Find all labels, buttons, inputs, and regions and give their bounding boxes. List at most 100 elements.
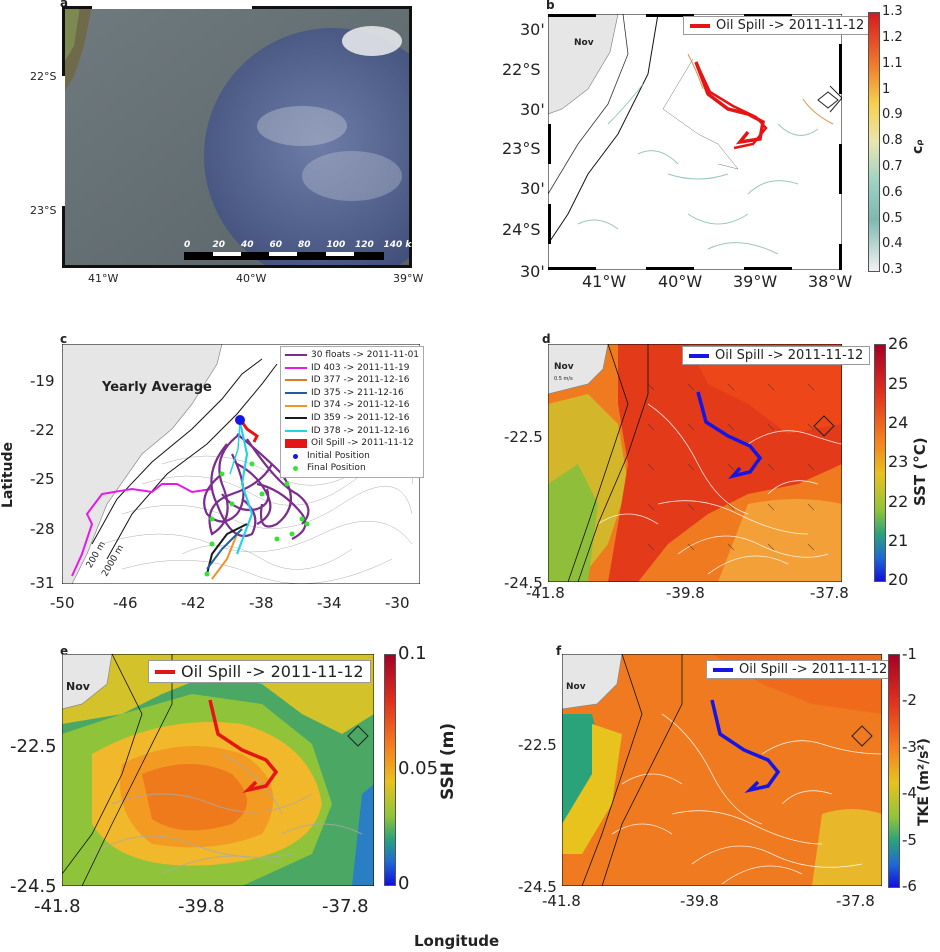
y-tick: -24.5 [518, 878, 557, 896]
legend-item: Final Position [285, 462, 419, 475]
legend-item: ID 359 -> 2011-12-16 [285, 412, 419, 425]
colorbar-tick: 1.3 [882, 4, 903, 20]
x-tick: -42 [181, 594, 206, 612]
panel-f: f Nov Oil Spill -> 2011-11-12 -22.5 -24.… [470, 640, 940, 910]
x-tick: -37.8 [836, 892, 875, 910]
legend-swatch [285, 404, 307, 407]
legend: Oil Spill -> 2011-11-12 [682, 346, 871, 365]
legend-item: 30 floats -> 2011-11-01 [285, 349, 419, 362]
colorbar-tick: 0.9 [882, 107, 903, 123]
lon-tick: 40°W [658, 272, 703, 291]
panel-label: a [60, 0, 69, 10]
lat-tick: 23°S [30, 204, 57, 217]
lon-tick: 39°W [733, 272, 778, 291]
colorbar [384, 654, 396, 886]
x-tick: -37.8 [810, 584, 849, 602]
x-tick: -39.8 [680, 892, 719, 910]
colorbar-title: SSH (m) [438, 722, 458, 800]
land-label: Nov [66, 680, 90, 693]
colorbar-title: TKE (m²/s²) [916, 738, 932, 826]
legend-label: Final Position [307, 463, 366, 474]
legend-label: ID 359 -> 2011-12-16 [311, 412, 410, 423]
colorbar-tick: 0.5 [882, 210, 903, 226]
y-tick: -31 [30, 574, 55, 592]
colorbar-tick: 0.6 [882, 184, 903, 200]
x-tick: -41.8 [526, 584, 565, 602]
legend-swatch [285, 379, 307, 382]
panel-label: d [542, 332, 551, 346]
y-tick: -24.5 [10, 876, 57, 897]
lat-tick: 22°S [30, 70, 57, 83]
panel-label: b [546, 0, 555, 12]
y-tick: -22.5 [10, 736, 57, 757]
colorbar [868, 12, 880, 272]
satellite-image [62, 6, 412, 268]
lat-tick: 22°S [502, 60, 541, 79]
y-tick: -25 [30, 470, 55, 488]
x-tick: -41.8 [34, 896, 81, 917]
colorbar-tick: 22 [888, 491, 909, 511]
legend-swatch [285, 392, 307, 395]
legend-label: Oil Spill -> 2011-11-12 [716, 18, 865, 33]
map-sst [548, 344, 842, 582]
lat-tick: 30' [520, 262, 545, 281]
scale-tick: 100 [326, 240, 346, 250]
legend-item: ID 378 -> 2011-12-16 [285, 425, 419, 438]
map-tke [562, 654, 882, 886]
panel-e: e Nov Oil Spill -> 2011-11-12 -22.5 -24.… [0, 640, 470, 917]
legend: 30 floats -> 2011-11-01 ID 403 -> 2011-11… [280, 346, 425, 478]
colorbar-tick: -4 [902, 784, 917, 803]
y-tick: -24.5 [504, 574, 543, 592]
land-label: Nov [574, 38, 594, 48]
scale-tick: 0 [184, 240, 191, 250]
legend-item: Initial Position [285, 450, 419, 463]
panel-label: f [556, 644, 562, 658]
panel-b: b Nov Oil Spill -> 2011-11-12 30' 22°S 3… [470, 0, 940, 300]
colorbar-tick: 26 [888, 334, 909, 354]
panel-c: c [0, 330, 470, 630]
y-tick: -22.5 [518, 736, 557, 754]
panel-d: d Nov 0.5 m/s Oil Spill -> 2011-11-12 -2… [470, 330, 940, 630]
colorbar-tick: -1 [902, 645, 917, 663]
colorbar-tick: 23 [888, 452, 909, 472]
legend: Oil Spill -> 2011-11-12 [706, 660, 895, 679]
lat-tick: 30' [520, 20, 545, 39]
colorbar-tick: 1.2 [882, 30, 903, 45]
legend-swatch [285, 366, 307, 369]
colorbar-tick: -2 [902, 691, 917, 710]
legend-item: Oil Spill -> 2011-11-12 [285, 437, 419, 450]
legend-label: Oil Spill -> 2011-11-12 [739, 662, 888, 677]
velocity-scale: 0.5 m/s [554, 376, 573, 382]
legend-swatch [293, 453, 298, 459]
panel-label: e [60, 644, 69, 658]
legend-label: ID 375 -> 211-12-16 [311, 387, 404, 398]
legend-label: ID 377 -> 2011-12-16 [311, 375, 410, 386]
scale-tick: 40 [241, 240, 254, 250]
panel-label: c [60, 332, 68, 346]
colorbar-title: cᵨ [910, 139, 926, 154]
colorbar-tick: 1.1 [882, 55, 903, 71]
scale-tick: 20 [212, 240, 226, 250]
legend-label: Oil Spill -> 2011-11-12 [311, 438, 414, 449]
colorbar-tick: 1 [882, 81, 891, 97]
map-title: Yearly Average [102, 380, 212, 395]
scale-tick: 120 [355, 240, 374, 250]
colorbar-tick: 20 [888, 570, 909, 590]
colorbar-tick: 0.05 [398, 758, 439, 780]
colorbar-tick: 0.3 [882, 262, 903, 278]
colorbar-tick: 21 [888, 531, 909, 551]
lon-tick: 40°W [236, 272, 267, 285]
legend-label: ID 403 -> 2011-11-19 [311, 362, 410, 373]
land-label: Nov [566, 682, 586, 692]
lon-tick: 38°W [808, 272, 853, 291]
legend: Oil Spill -> 2011-11-12 [148, 660, 371, 683]
x-tick: -37.8 [322, 896, 369, 917]
legend-swatch [285, 438, 307, 448]
lat-tick: 30' [520, 100, 545, 119]
legend-label: ID 378 -> 2011-12-16 [311, 425, 410, 436]
colorbar-tick: -5 [902, 830, 917, 849]
legend-label: Oil Spill -> 2011-11-12 [181, 662, 364, 681]
legend-swatch [293, 466, 298, 472]
scale-tick: 140 km [383, 240, 421, 250]
colorbar-tick: 0.4 [882, 236, 903, 252]
